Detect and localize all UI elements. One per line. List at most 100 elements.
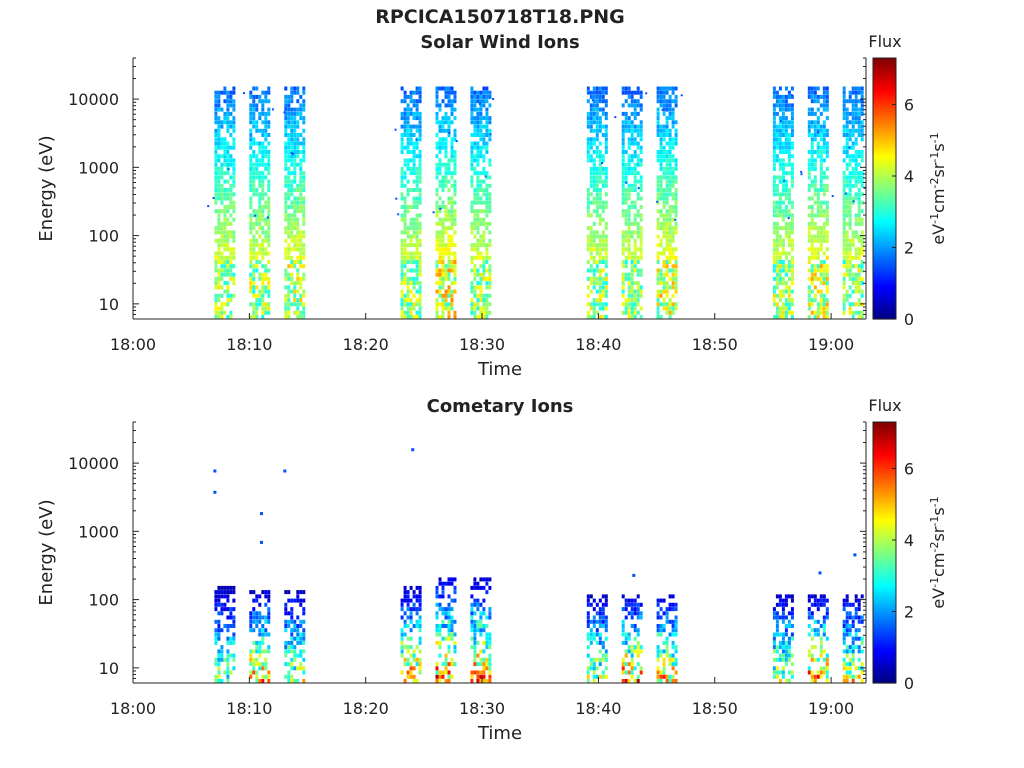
flux-pixel	[444, 653, 448, 658]
flux-pixel	[284, 268, 288, 273]
flux-pixel	[586, 86, 590, 91]
flux-pixel	[415, 138, 418, 141]
flux-pixel	[787, 243, 791, 248]
flux-pixel	[848, 171, 852, 176]
flux-pixel	[668, 192, 672, 197]
flux-pixel	[674, 264, 678, 269]
flux-pixel	[589, 116, 593, 121]
flux-pixel	[772, 632, 776, 637]
flux-pixel	[639, 175, 643, 180]
flux-pixel	[267, 154, 271, 159]
flux-pixel	[296, 120, 300, 125]
flux-pixel	[630, 99, 634, 104]
flux-pixel	[592, 230, 596, 235]
flux-pixel	[819, 230, 823, 235]
flux-pixel	[790, 171, 794, 176]
isolated-point	[260, 512, 263, 516]
flux-pixel	[473, 276, 477, 281]
flux-pixel	[482, 598, 486, 603]
flux-pixel	[784, 221, 788, 226]
flux-pixel	[845, 602, 849, 607]
flux-pixel	[482, 179, 486, 184]
flux-pixel	[406, 315, 410, 319]
flux-pixel	[302, 607, 306, 612]
flux-pixel	[214, 120, 218, 125]
flux-pixel	[488, 238, 492, 243]
flux-pixel	[470, 281, 474, 286]
flux-pixel	[586, 158, 590, 163]
flux-pixel	[825, 653, 829, 658]
flux-pixel	[293, 158, 297, 163]
flux-pixel	[775, 234, 779, 239]
flux-pixel	[589, 666, 593, 671]
flux-pixel	[784, 196, 788, 201]
flux-pixel	[287, 247, 291, 252]
flux-pixel	[825, 662, 829, 667]
flux-pixel	[473, 196, 477, 201]
flux-pixel	[854, 628, 858, 633]
flux-pixel	[397, 213, 400, 216]
flux-pixel	[627, 298, 631, 303]
flux-pixel	[287, 662, 291, 667]
flux-pixel	[217, 315, 221, 319]
flux-pixel	[787, 310, 791, 315]
flux-pixel	[659, 615, 663, 620]
flux-pixel	[598, 192, 602, 197]
flux-pixel	[813, 234, 817, 239]
flux-pixel	[453, 272, 457, 277]
flux-pixel	[671, 192, 675, 197]
colorbar-segment	[873, 290, 896, 294]
flux-pixel	[249, 251, 253, 256]
flux-pixel	[258, 94, 262, 99]
flux-pixel	[438, 234, 442, 239]
flux-pixel	[441, 619, 445, 624]
colorbar-segment	[873, 179, 896, 183]
flux-pixel	[659, 188, 663, 192]
flux-pixel	[255, 662, 259, 667]
flux-pixel	[627, 289, 631, 294]
flux-pixel	[659, 628, 663, 633]
flux-pixel	[438, 281, 442, 286]
flux-pixel	[299, 196, 303, 201]
flux-pixel	[441, 120, 445, 125]
flux-pixel	[848, 264, 852, 269]
flux-pixel	[479, 124, 483, 129]
flux-pixel	[781, 602, 785, 607]
flux-pixel	[621, 666, 625, 671]
flux-pixel	[453, 268, 457, 273]
flux-pixel	[214, 674, 218, 679]
flux-pixel	[479, 171, 483, 176]
flux-pixel	[223, 145, 227, 150]
flux-pixel	[595, 154, 599, 159]
flux-pixel	[284, 238, 288, 243]
flux-pixel	[223, 234, 227, 239]
flux-pixel	[656, 86, 660, 91]
flux-pixel	[825, 116, 829, 121]
flux-pixel	[447, 306, 451, 311]
flux-pixel	[473, 234, 477, 239]
flux-pixel	[857, 251, 861, 256]
flux-pixel	[674, 607, 678, 612]
flux-pixel	[418, 666, 422, 671]
flux-pixel	[485, 315, 489, 319]
flux-pixel	[479, 150, 483, 154]
flux-pixel	[656, 653, 660, 658]
flux-pixel	[261, 302, 265, 307]
flux-pixel	[775, 611, 779, 616]
flux-pixel	[624, 302, 628, 307]
flux-pixel	[435, 145, 439, 150]
flux-pixel	[621, 662, 625, 667]
flux-pixel	[668, 162, 672, 167]
flux-pixel	[778, 679, 782, 683]
flux-pixel	[822, 183, 826, 188]
flux-pixel	[287, 103, 291, 108]
flux-pixel	[845, 611, 849, 616]
flux-pixel	[627, 285, 631, 290]
flux-pixel	[656, 221, 660, 226]
flux-pixel	[621, 679, 625, 683]
flux-pixel	[775, 230, 779, 235]
flux-pixel	[217, 636, 221, 641]
flux-pixel	[302, 636, 306, 641]
flux-pixel	[671, 306, 675, 311]
flux-pixel	[636, 602, 640, 607]
